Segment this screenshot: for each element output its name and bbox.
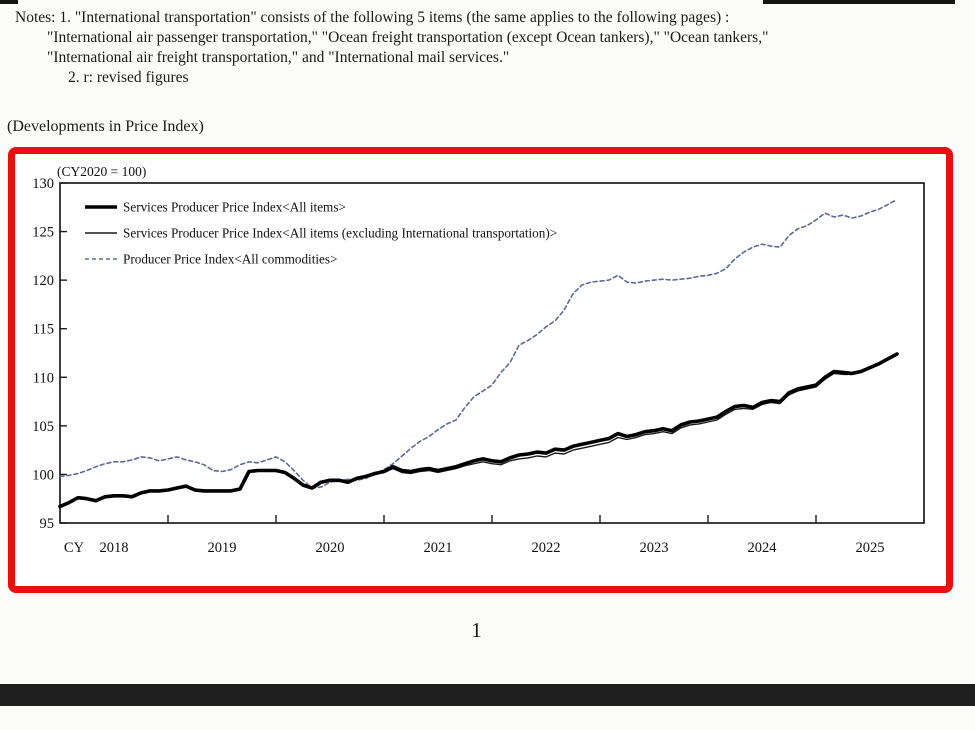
bottom-dark-bar (0, 684, 975, 706)
y-axis-label: 110 (33, 370, 54, 386)
scan-artifact-top-left (0, 0, 18, 4)
x-axis-year-label: 2025 (856, 540, 885, 556)
x-axis-year-label: 2022 (532, 540, 561, 556)
section-title: (Developments in Price Index) (7, 118, 204, 135)
plot-frame (59, 182, 925, 524)
y-axis-label: 105 (32, 419, 54, 435)
x-axis-year-label: 2021 (424, 540, 453, 556)
legend-label-0: Services Producer Price Index<All items> (123, 200, 346, 215)
notes-block: Notes: 1. "International transportation"… (10, 8, 960, 88)
y-axis-label: 125 (32, 225, 54, 241)
x-axis-year-label: 2018 (100, 540, 129, 556)
x-axis-year-label: 2020 (316, 540, 345, 556)
note-line-2: "International air passenger transportat… (47, 29, 769, 46)
scan-artifact-top-right (763, 0, 955, 4)
x-axis-cy-label: CY (64, 540, 85, 556)
note-line-4: 2. r: revised figures (68, 69, 189, 86)
series-line-2 (59, 198, 898, 489)
chart-scale-note: (CY2020 = 100) (57, 164, 146, 179)
y-axis-label: 130 (32, 176, 54, 192)
series-line-0 (58, 352, 899, 509)
note-line-1: Notes: 1. "International transportation"… (15, 9, 730, 26)
legend-label-1: Services Producer Price Index<All items … (123, 226, 557, 241)
page-number: 1 (471, 618, 482, 642)
x-axis-year-label: 2024 (748, 540, 778, 556)
y-axis-label: 95 (40, 516, 55, 532)
x-axis-year-label: 2023 (640, 540, 669, 556)
note-line-3: "International air freight transportatio… (47, 49, 510, 66)
y-axis-label: 120 (32, 273, 54, 289)
y-axis-label: 115 (33, 322, 54, 338)
legend-label-2: Producer Price Index<All commodities> (123, 252, 337, 267)
x-axis-year-label: 2019 (208, 540, 237, 556)
y-axis-label: 100 (32, 467, 54, 483)
price-index-chart: (CY2020 = 100) 95 100 105 110 115 120 125 130 CY 2… (32, 164, 925, 556)
